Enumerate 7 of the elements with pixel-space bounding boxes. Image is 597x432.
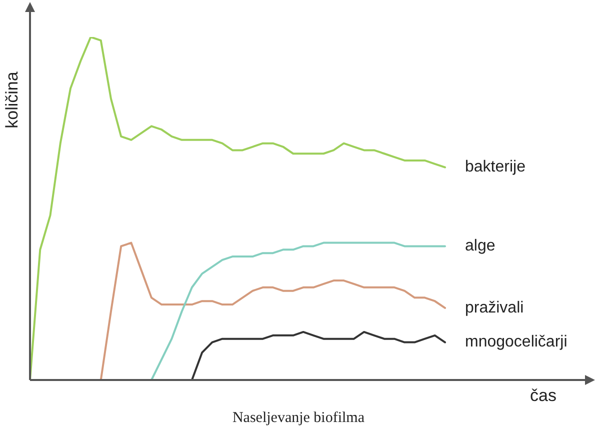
- text: Naseljevanje biofilma: [231, 410, 366, 427]
- series-label: alge: [465, 238, 496, 255]
- series-label: bakterije: [465, 158, 526, 176]
- x-axis-title: čas: [530, 386, 556, 406]
- y-axis-title: količina: [2, 72, 22, 128]
- series-label: praživali: [465, 299, 524, 316]
- series-label: mnogoceličarji: [465, 334, 568, 351]
